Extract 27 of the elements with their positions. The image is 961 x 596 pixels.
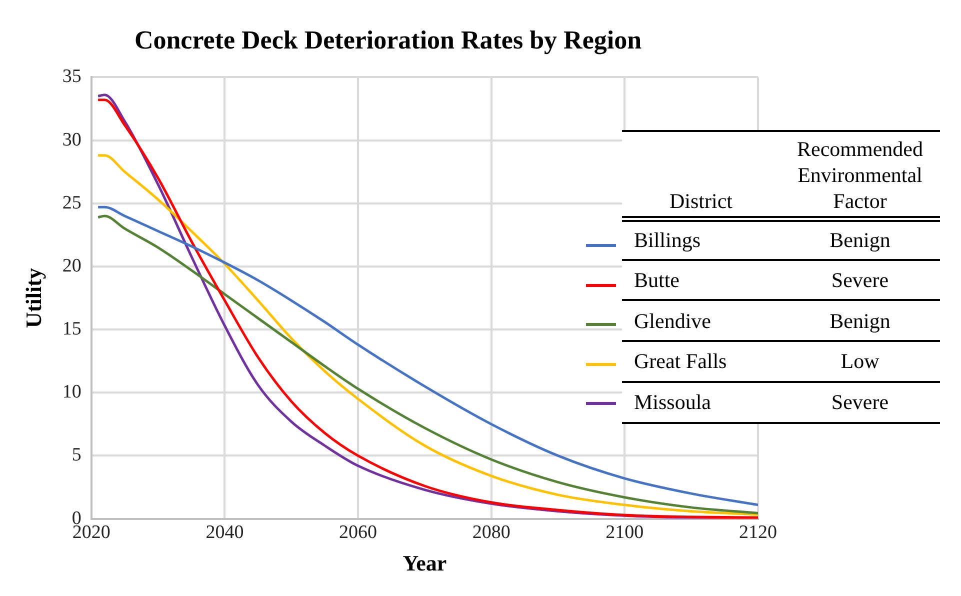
legend-label: Missoula bbox=[622, 382, 780, 422]
legend-label: Billings bbox=[622, 219, 780, 260]
text: Benign bbox=[780, 300, 940, 342]
x-tick-label: 2040 bbox=[206, 522, 244, 544]
x-tick-label: 2100 bbox=[606, 522, 644, 544]
text: Low bbox=[780, 341, 940, 382]
x-axis-title: Year bbox=[402, 550, 447, 576]
x-tick-label: 2120 bbox=[739, 522, 777, 544]
legend-title: District bbox=[622, 131, 780, 219]
text: Severe bbox=[780, 260, 940, 300]
y-tick-label: 25 bbox=[62, 192, 82, 214]
text: Severe bbox=[780, 382, 940, 422]
y-axis-title: Utility bbox=[20, 268, 46, 328]
x-tick-label: 2080 bbox=[472, 522, 510, 544]
legend-label: Great Falls bbox=[622, 341, 780, 382]
x-tick-label: 2060 bbox=[339, 522, 378, 544]
legend-label: Butte bbox=[622, 260, 780, 300]
y-tick-label: 35 bbox=[62, 66, 82, 88]
y-tick-label: 5 bbox=[72, 444, 82, 466]
y-tick-label: 20 bbox=[62, 255, 82, 276]
legend-label: Glendive bbox=[622, 300, 780, 342]
text: Recommended Environmental Factor bbox=[780, 131, 940, 219]
y-tick-label: 15 bbox=[62, 318, 82, 340]
y-tick-label: 10 bbox=[62, 382, 82, 403]
y-tick-label: 30 bbox=[62, 129, 82, 150]
chart-title: Concrete Deck Deterioration Rates by Region bbox=[134, 25, 642, 54]
text: Benign bbox=[780, 219, 940, 260]
